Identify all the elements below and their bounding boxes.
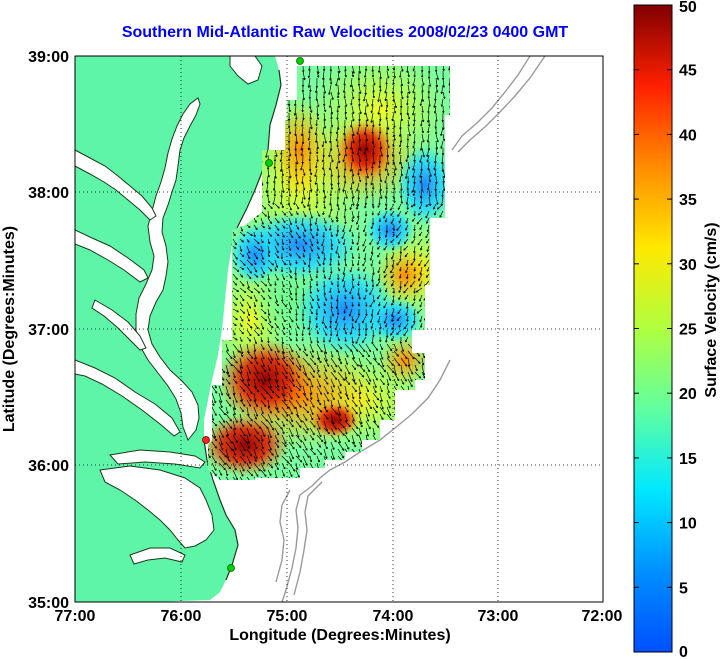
y-tick-label: 39:00 [28,49,69,66]
x-tick-labels: 77:00 76:00 75:00 74:00 73:00 72:00 [55,608,623,625]
y-axis-label: Latitude (Degrees:Minutes) [1,226,18,432]
colorbar-tick-label: 20 [679,386,697,403]
york-river [91,299,147,351]
station-marker [202,436,210,444]
potomac-river [75,149,157,221]
x-tick-label: 76:00 [161,608,202,625]
grid-lines [75,56,603,602]
colorbar-tick-label: 5 [679,580,688,597]
x-tick-label: 74:00 [373,608,414,625]
velocity-field [208,66,450,480]
colorbar-tick-label: 25 [679,322,697,339]
y-tick-label: 35:00 [28,595,69,612]
chesapeake-bay [135,97,201,441]
colorbar-tick-label: 45 [679,63,697,80]
station-marker [227,564,235,572]
james-river [75,359,181,437]
colorbar [633,4,673,653]
x-tick-label: 72:00 [582,608,623,625]
colorbar-tick-label: 30 [679,257,697,274]
colorbar-tick-labels: 0 5 10 15 20 25 30 35 40 45 50 [679,0,697,659]
neuse-river [129,547,186,565]
rappahannock-river [75,229,149,283]
colorbar-ticks [634,4,672,653]
colorbar-tick-label: 35 [679,192,697,209]
map-title: Southern Mid-Atlantic Raw Velocities 200… [121,24,569,41]
x-tick-label: 77:00 [55,608,96,625]
colorbar-tick-label: 40 [679,127,697,144]
colorbar-label: Surface Velocity (cm/s) [703,222,720,397]
y-tick-label: 38:00 [28,185,69,202]
station-marker [265,159,273,167]
x-tick-label: 73:00 [478,608,519,625]
x-tick-label: 75:00 [267,608,308,625]
pamlico-sound [99,465,215,549]
y-tick-label: 36:00 [28,458,69,475]
y-tick-label: 37:00 [28,322,69,339]
colorbar-tick-label: 50 [679,0,697,16]
colorbar-tick-label: 15 [679,451,697,468]
colorbar-tick-label: 0 [679,644,688,659]
y-tick-labels: 39:00 38:00 37:00 36:00 35:00 [28,49,69,612]
delaware-bay [229,56,263,85]
albemarle-sound [109,449,206,469]
station-marker [296,57,304,65]
plot-frame [74,55,604,603]
colorbar-tick-label: 10 [679,516,697,533]
x-axis-label: Longitude (Degrees:Minutes) [229,627,450,644]
bathymetry-contours [275,56,546,602]
